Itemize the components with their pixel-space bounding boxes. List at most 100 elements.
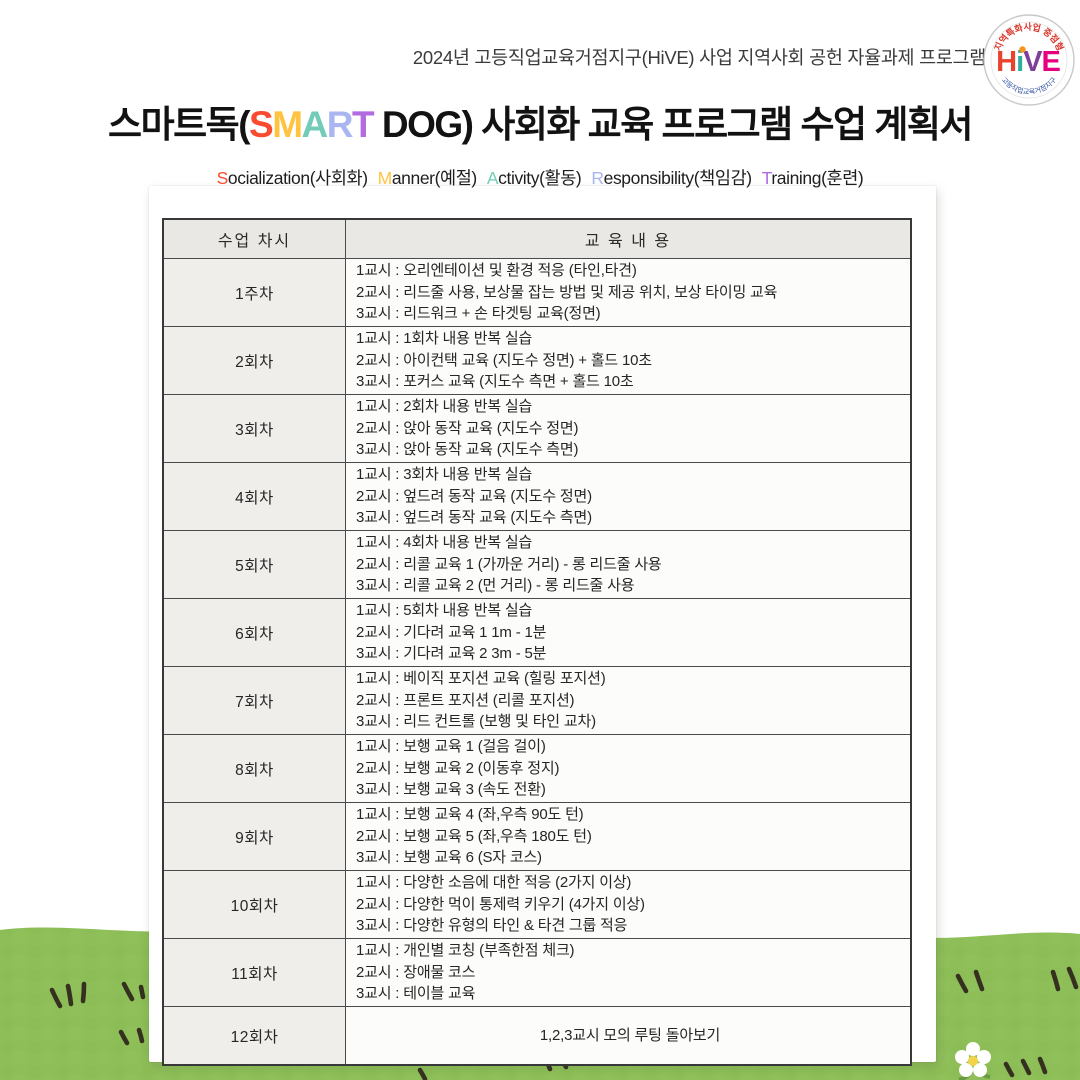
content-line: 1교시 : 개인별 코칭 (부족한점 체크) bbox=[356, 942, 575, 960]
content-line: 2교시 : 다양한 먹이 통제력 키우기 (4가지 이상) bbox=[356, 895, 645, 913]
content-line: 1교시 : 4회차 내용 반복 실습 bbox=[356, 534, 533, 552]
session-cell: 4회차 bbox=[164, 463, 346, 530]
content-line: 3교시 : 보행 교육 6 (S자 코스) bbox=[356, 849, 542, 867]
content-line: 2교시 : 리콜 교육 1 (가까운 거리) - 롱 리드줄 사용 bbox=[356, 555, 662, 573]
content-line: 2교시 : 장애물 코스 bbox=[356, 963, 476, 981]
content-line: 2교시 : 리드줄 사용, 보상물 잡는 방법 및 제공 위치, 보상 타이밍 … bbox=[356, 283, 778, 301]
value-term-rest: anner(예절) bbox=[391, 168, 477, 188]
content-cell: 1교시 : 2회차 내용 반복 실습 2교시 : 앉아 동작 교육 (지도수 정면… bbox=[346, 395, 910, 462]
value-term-rest: raining(훈련) bbox=[771, 168, 864, 188]
flower-illustration bbox=[955, 1042, 991, 1080]
session-cell: 12회차 bbox=[164, 1007, 346, 1064]
content-line: 2교시 : 보행 교육 2 (이동후 정지) bbox=[356, 759, 560, 777]
content-line: 3교시 : 테이블 교육 bbox=[356, 985, 476, 1003]
hive-logo-icon: 지역특화사업 중점형 HiVE 고등직업교육거점지구 bbox=[983, 14, 1075, 106]
lesson-plan-table: 수업 차시 교 육 내 용 1주차 1교시 : 오리엔테이션 및 환경 적응 (… bbox=[162, 218, 912, 1066]
table-row: 7회차 1교시 : 베이직 포지션 교육 (힐링 포지션) 2교시 : 프론트 포… bbox=[164, 666, 910, 734]
table-header-row: 수업 차시 교 육 내 용 bbox=[164, 220, 910, 258]
session-cell: 9회차 bbox=[164, 803, 346, 870]
session-cell: 5회차 bbox=[164, 531, 346, 598]
logo-wordmark: HiVE bbox=[996, 46, 1060, 78]
table-row: 10회차 1교시 : 다양한 소음에 대한 적응 (2가지 이상) 2교시 : 다… bbox=[164, 870, 910, 938]
content-line: 1교시 : 보행 교육 1 (걸음 걸이) bbox=[356, 738, 546, 756]
program-values-subtitle: Socialization(사회화) Manner(예절) Activity(활동)… bbox=[0, 165, 1080, 190]
content-line: 1교시 : 베이직 포지션 교육 (힐링 포지션) bbox=[356, 670, 606, 688]
content-line: 3교시 : 앉아 동작 교육 (지도수 측면) bbox=[356, 441, 579, 459]
title-letter: R bbox=[326, 104, 354, 145]
page-title: 스마트독(SMART DOG) 사회화 교육 프로그램 수업 계획서 bbox=[0, 94, 1080, 148]
value-term-initial: M bbox=[377, 168, 393, 188]
session-cell: 2회차 bbox=[164, 327, 346, 394]
content-line: 2교시 : 아이컨택 교육 (지도수 정면) + 홀드 10초 bbox=[356, 351, 652, 369]
value-term-initial: A bbox=[486, 168, 499, 188]
title-letter: A bbox=[301, 104, 329, 145]
content-line: 2교시 : 앉아 동작 교육 (지도수 정면) bbox=[356, 419, 579, 437]
table-row: 6회차 1교시 : 5회차 내용 반복 실습 2교시 : 기다려 교육 1 1m … bbox=[164, 598, 910, 666]
content-line: 2교시 : 보행 교육 5 (좌,우측 180도 턴) bbox=[356, 827, 592, 845]
flower-center bbox=[968, 1056, 978, 1066]
value-term-rest: ctivity(활동) bbox=[498, 168, 582, 188]
value-term: Manner(예절) bbox=[377, 168, 478, 188]
content-line: 3교시 : 기다려 교육 2 3m - 5분 bbox=[356, 645, 547, 663]
content-line: 1교시 : 다양한 소음에 대한 적응 (2가지 이상) bbox=[356, 874, 632, 892]
title-mid: DOG) bbox=[373, 104, 482, 145]
content-cell: 1교시 : 베이직 포지션 교육 (힐링 포지션) 2교시 : 프론트 포지션 (… bbox=[346, 667, 910, 734]
value-term-initial: T bbox=[761, 168, 772, 188]
content-line: 3교시 : 엎드려 동작 교육 (지도수 측면) bbox=[356, 509, 592, 527]
session-cell: 6회차 bbox=[164, 599, 346, 666]
value-term-initial: S bbox=[216, 168, 229, 188]
content-cell: 1교시 : 다양한 소음에 대한 적응 (2가지 이상) 2교시 : 다양한 먹이… bbox=[346, 871, 910, 938]
title-smart-letters: SMART bbox=[249, 104, 375, 145]
title-letter: T bbox=[352, 104, 375, 145]
content-line: 1교시 : 보행 교육 4 (좌,우측 90도 턴) bbox=[356, 806, 584, 824]
table-row: 9회차 1교시 : 보행 교육 4 (좌,우측 90도 턴) 2교시 : 보행 교… bbox=[164, 802, 910, 870]
content-line: 1교시 : 3회차 내용 반복 실습 bbox=[356, 466, 533, 484]
content-cell: 1교시 : 보행 교육 1 (걸음 걸이) 2교시 : 보행 교육 2 (이동후 … bbox=[346, 735, 910, 802]
logo-i-dot bbox=[1019, 46, 1026, 53]
value-term-rest: esponsibility(책임감) bbox=[603, 168, 752, 188]
content-cell: 1교시 : 보행 교육 4 (좌,우측 90도 턴) 2교시 : 보행 교육 5 … bbox=[346, 803, 910, 870]
content-cell: 1교시 : 4회차 내용 반복 실습 2교시 : 리콜 교육 1 (가까운 거리)… bbox=[346, 531, 910, 598]
program-header-line: 2024년 고등직업교육거점지구(HiVE) 사업 지역사회 공헌 자율과제 프… bbox=[412, 47, 986, 68]
session-cell: 11회차 bbox=[164, 939, 346, 1006]
content-line: 3교시 : 다양한 유형의 타인 & 타견 그룹 적응 bbox=[356, 917, 628, 935]
value-term: Activity(활동) bbox=[487, 168, 582, 188]
content-line: 3교시 : 리드 컨트롤 (보행 및 타인 교차) bbox=[356, 713, 596, 731]
session-cell: 8회차 bbox=[164, 735, 346, 802]
table-row: 3회차 1교시 : 2회차 내용 반복 실습 2교시 : 앉아 동작 교육 (지도… bbox=[164, 394, 910, 462]
table-row: 2회차 1교시 : 1회차 내용 반복 실습 2교시 : 아이컨택 교육 (지도수… bbox=[164, 326, 910, 394]
content-cell: 1교시 : 개인별 코칭 (부족한점 체크) 2교시 : 장애물 코스 3교시 : … bbox=[346, 939, 910, 1006]
session-cell: 3회차 bbox=[164, 395, 346, 462]
content-cell: 1교시 : 3회차 내용 반복 실습 2교시 : 엎드려 동작 교육 (지도수 정… bbox=[346, 463, 910, 530]
column-header-session: 수업 차시 bbox=[164, 220, 346, 258]
content-line: 1교시 : 2회차 내용 반복 실습 bbox=[356, 398, 533, 416]
title-letter: M bbox=[272, 104, 303, 145]
content-cell: 1,2,3교시 모의 루팅 돌아보기 bbox=[346, 1007, 910, 1064]
content-line: 1교시 : 1회차 내용 반복 실습 bbox=[356, 330, 533, 348]
title-letter: S bbox=[249, 104, 274, 145]
value-term: Training(훈련) bbox=[762, 168, 864, 188]
content-line: 2교시 : 프론트 포지션 (리콜 포지션) bbox=[356, 691, 575, 709]
content-line: 2교시 : 기다려 교육 1 1m - 1분 bbox=[356, 623, 547, 641]
table-row: 12회차 1,2,3교시 모의 루팅 돌아보기 bbox=[164, 1006, 910, 1064]
value-term-rest: ocialization(사회화) bbox=[227, 168, 368, 188]
content-line: 2교시 : 엎드려 동작 교육 (지도수 정면) bbox=[356, 487, 592, 505]
content-line: 3교시 : 보행 교육 3 (속도 전환) bbox=[356, 781, 546, 799]
value-term: Responsibility(책임감) bbox=[591, 168, 752, 188]
content-cell: 1교시 : 5회차 내용 반복 실습 2교시 : 기다려 교육 1 1m - 1분… bbox=[346, 599, 910, 666]
content-line: 3교시 : 리드워크 + 손 타겟팅 교육(정면) bbox=[356, 305, 601, 323]
table-row: 5회차 1교시 : 4회차 내용 반복 실습 2교시 : 리콜 교육 1 (가까운… bbox=[164, 530, 910, 598]
session-cell: 10회차 bbox=[164, 871, 346, 938]
content-line: 1교시 : 5회차 내용 반복 실습 bbox=[356, 602, 533, 620]
content-line: 1교시 : 오리엔테이션 및 환경 적응 (타인,타견) bbox=[356, 262, 637, 280]
content-cell: 1교시 : 1회차 내용 반복 실습 2교시 : 아이컨택 교육 (지도수 정면)… bbox=[346, 327, 910, 394]
session-cell: 7회차 bbox=[164, 667, 346, 734]
value-term-initial: R bbox=[591, 168, 604, 188]
table-row: 1주차 1교시 : 오리엔테이션 및 환경 적응 (타인,타견) 2교시 : 리드… bbox=[164, 258, 910, 326]
content-line: 3교시 : 리콜 교육 2 (먼 거리) - 롱 리드줄 사용 bbox=[356, 577, 635, 595]
table-row: 8회차 1교시 : 보행 교육 1 (걸음 걸이) 2교시 : 보행 교육 2 (… bbox=[164, 734, 910, 802]
content-line: 3교시 : 포커스 교육 (지도수 측면 + 홀드 10초 bbox=[356, 373, 634, 391]
title-suffix: 사회화 교육 프로그램 수업 계획서 bbox=[481, 104, 973, 145]
title-prefix: 스마트독( bbox=[108, 104, 250, 145]
